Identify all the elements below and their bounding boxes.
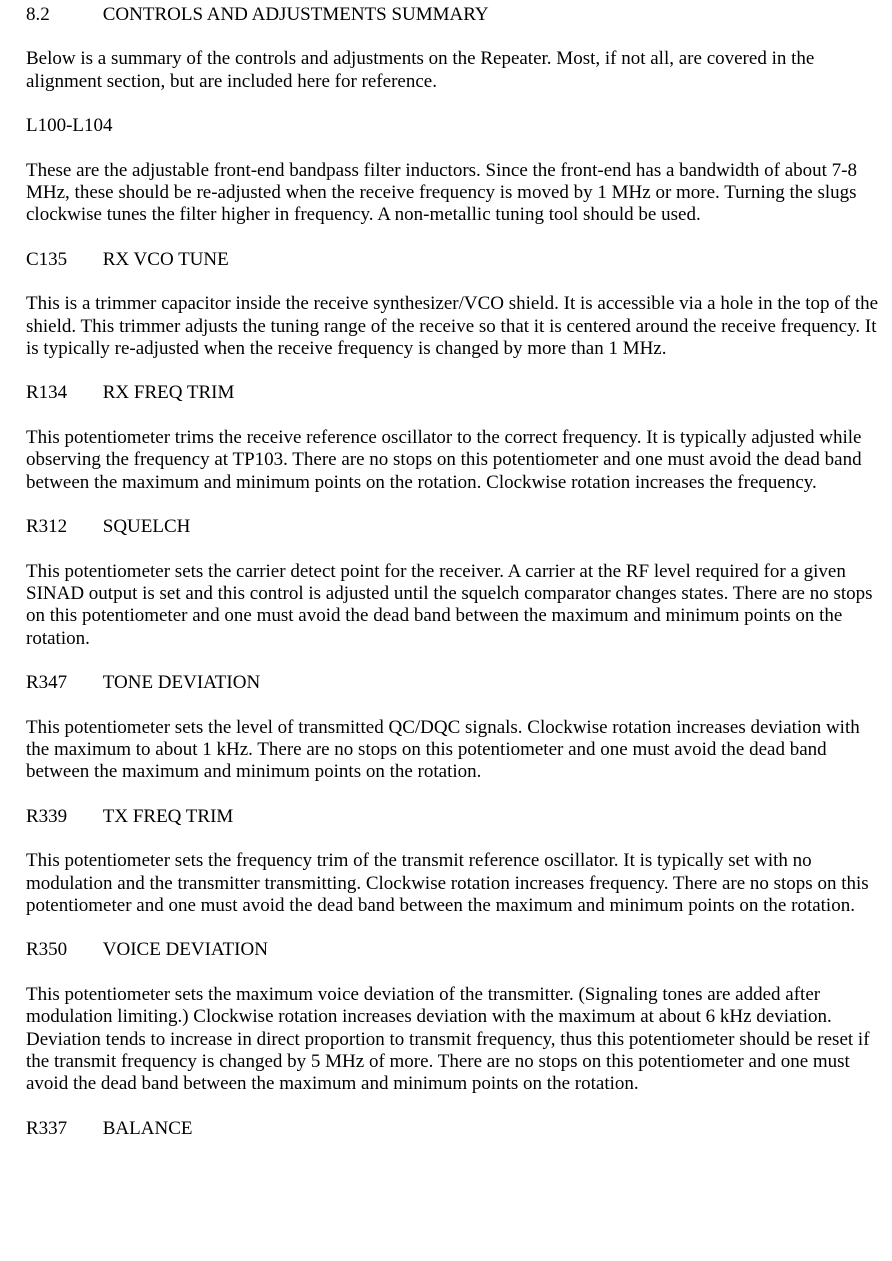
section-title: CONTROLS AND ADJUSTMENTS SUMMARY	[103, 4, 489, 25]
item-heading: R350 VOICE DEVIATION	[26, 939, 880, 961]
item-body: This is a trimmer capacitor inside the r…	[26, 293, 880, 360]
item-name: RX VCO TUNE	[103, 249, 229, 271]
item-name: TONE DEVIATION	[103, 672, 260, 694]
item-name: BALANCE	[103, 1118, 193, 1140]
item-ref: R339	[26, 806, 98, 828]
section-number: 8.2	[26, 4, 98, 26]
item-ref: R312	[26, 516, 98, 538]
item-heading: R339 TX FREQ TRIM	[26, 806, 880, 828]
item-name: RX FREQ TRIM	[103, 382, 235, 404]
section-heading: 8.2 CONTROLS AND ADJUSTMENTS SUMMARY	[26, 4, 880, 26]
item-heading: R337 BALANCE	[26, 1118, 880, 1140]
item-ref: R134	[26, 382, 98, 404]
item-ref: R337	[26, 1118, 98, 1140]
item-ref: C135	[26, 249, 98, 271]
item-body: This potentiometer sets the level of tra…	[26, 717, 880, 784]
item-name: SQUELCH	[103, 516, 191, 538]
item-name: VOICE DEVIATION	[103, 939, 268, 961]
item-heading: R347 TONE DEVIATION	[26, 672, 880, 694]
item-heading: R134 RX FREQ TRIM	[26, 382, 880, 404]
item-ref: R350	[26, 939, 98, 961]
item-heading: C135 RX VCO TUNE	[26, 249, 880, 271]
item-body: This potentiometer sets the carrier dete…	[26, 561, 880, 651]
item-name: TX FREQ TRIM	[103, 806, 234, 828]
item-body: This potentiometer sets the maximum voic…	[26, 984, 880, 1096]
item-body: This potentiometer sets the frequency tr…	[26, 850, 880, 917]
item-body: These are the adjustable front-end bandp…	[26, 160, 880, 227]
item-body: This potentiometer trims the receive ref…	[26, 427, 880, 494]
intro-paragraph: Below is a summary of the controls and a…	[26, 48, 880, 93]
item-heading: R312 SQUELCH	[26, 516, 880, 538]
item-ref: R347	[26, 672, 98, 694]
item-ref: L100-L104	[26, 115, 880, 137]
